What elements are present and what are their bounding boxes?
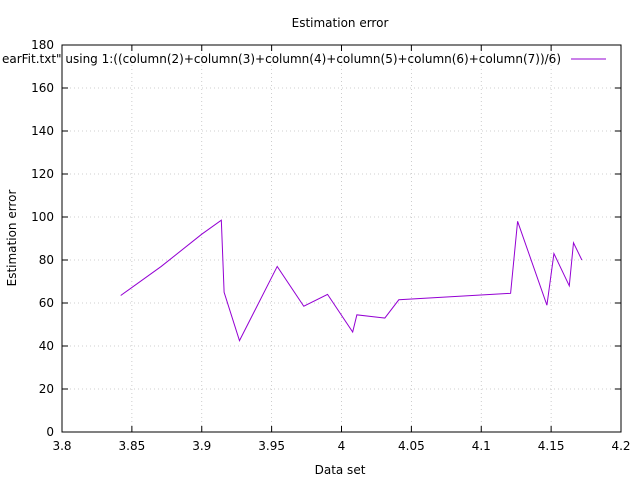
x-axis-title: Data set [315, 463, 366, 477]
y-tick-label: 0 [46, 425, 54, 439]
y-tick-label: 40 [39, 339, 54, 353]
x-tick-label: 3.95 [258, 439, 285, 453]
x-tick-label: 4.15 [538, 439, 565, 453]
y-tick-label: 80 [39, 253, 54, 267]
tick-label-layer: 3.8 3.85 3.9 3.95 4 4.05 4.1 4.15 4.2 0 20 40 60 80 10… [31, 38, 630, 453]
y-tick-label: 60 [39, 296, 54, 310]
y-tick-label: 180 [31, 38, 54, 52]
x-tick-label: 4.05 [398, 439, 425, 453]
y-tick-label: 120 [31, 167, 54, 181]
x-tick-label: 3.9 [192, 439, 211, 453]
grid-layer [62, 45, 621, 432]
chart-title: Estimation error [292, 16, 389, 30]
y-tick-label: 140 [31, 124, 54, 138]
y-tick-label: 100 [31, 210, 54, 224]
legend-label: earFit.txt" using 1:((column(2)+column(3… [2, 52, 561, 66]
y-tick-label: 20 [39, 382, 54, 396]
y-tick-label: 160 [31, 81, 54, 95]
x-tick-label: 4 [338, 439, 346, 453]
series-layer [120, 219, 583, 342]
series-line-0 [120, 219, 583, 342]
y-axis-title: Estimation error [5, 190, 19, 287]
x-tick-label: 4.2 [611, 439, 630, 453]
tick-layer [61, 44, 622, 433]
x-tick-label: 3.85 [119, 439, 146, 453]
x-tick-label: 3.8 [52, 439, 71, 453]
legend: earFit.txt" using 1:((column(2)+column(3… [2, 52, 606, 66]
x-tick-label: 4.1 [472, 439, 491, 453]
